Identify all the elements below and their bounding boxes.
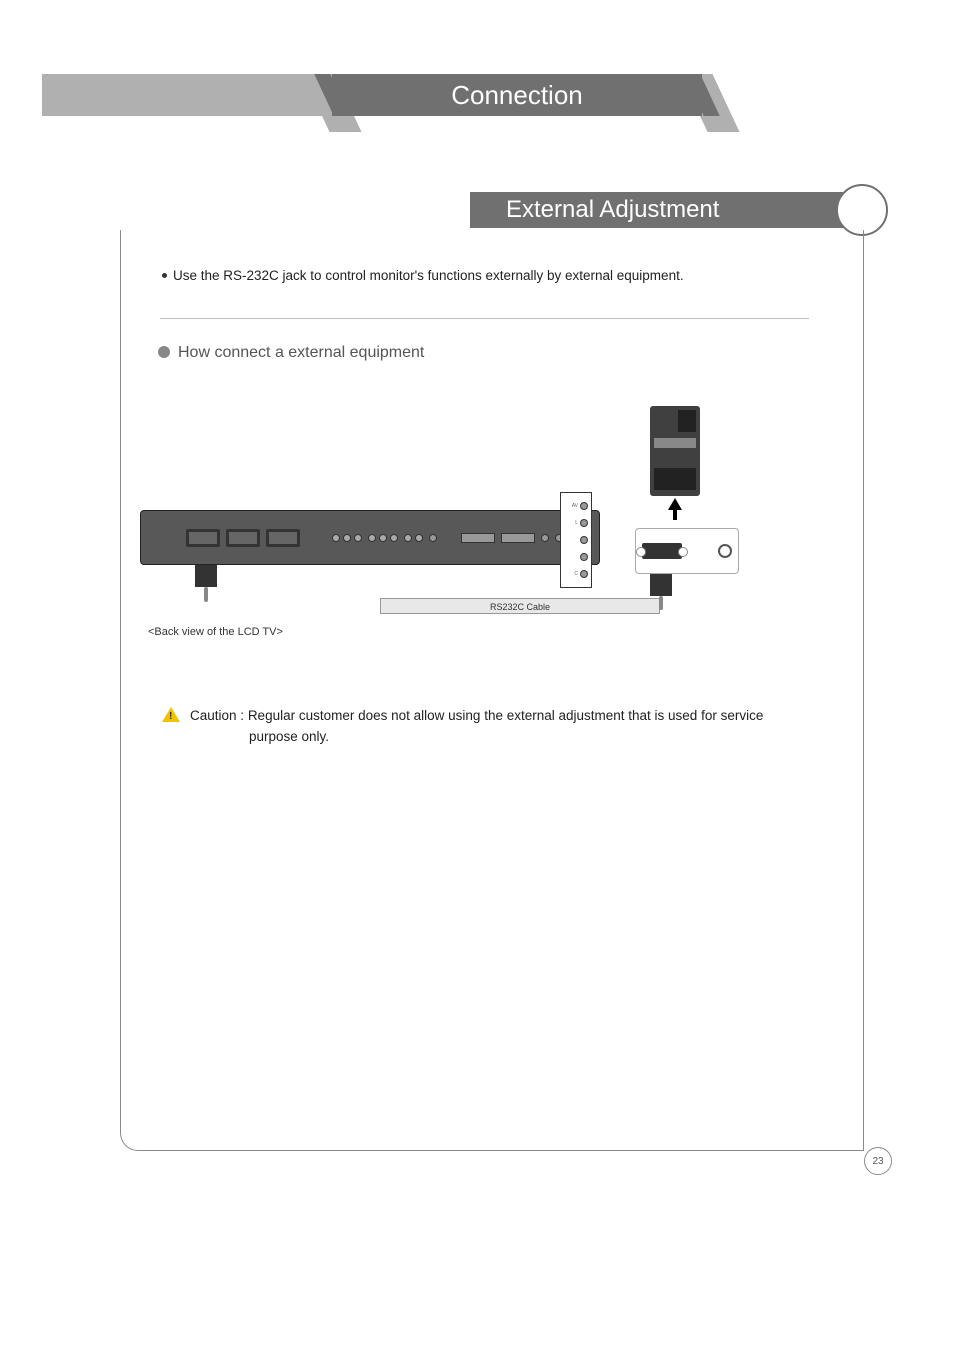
connection-diagram: AV L C <Back view of the LCD TV> RS232C … <box>140 400 814 650</box>
rca-jack <box>379 534 387 542</box>
round-port-icon <box>718 544 732 558</box>
tv-stand <box>195 565 217 587</box>
tv-back-label: <Back view of the LCD TV> <box>148 626 283 638</box>
intro-text: Use the RS-232C jack to control monitor'… <box>162 268 824 283</box>
rca-jack <box>404 534 412 542</box>
small-port <box>541 534 549 542</box>
serial-connector-icon <box>642 543 682 559</box>
content-frame <box>120 230 864 1151</box>
section-title: External Adjustment <box>470 192 846 228</box>
tv-ports-row <box>186 516 594 559</box>
side-jack <box>580 553 588 561</box>
subheading-text: How connect a external equipment <box>178 344 424 361</box>
caution-line1: Regular customer does not allow using th… <box>248 708 764 723</box>
rca-jack <box>368 534 376 542</box>
disc-icon <box>158 346 170 358</box>
rca-jack-group <box>404 534 423 542</box>
caution-block: Caution : Regular customer does not allo… <box>162 706 814 748</box>
rca-jack <box>415 534 423 542</box>
bullet-icon <box>162 273 167 278</box>
rca-jack <box>354 534 362 542</box>
side-jack <box>580 536 588 544</box>
side-jack <box>580 519 588 527</box>
caution-text: Caution : Regular customer does not allo… <box>190 706 763 748</box>
slot-port <box>501 533 535 543</box>
scart-port <box>226 529 260 547</box>
warning-icon <box>162 707 180 722</box>
rca-jack-group <box>368 534 398 542</box>
header-tab-wrap: Connection <box>332 74 702 132</box>
tv-back-panel <box>140 510 600 565</box>
section-header: External Adjustment <box>120 192 888 232</box>
subheading: How connect a external equipment <box>158 344 424 362</box>
header-title: Connection <box>332 74 702 116</box>
intro-text-value: Use the RS-232C jack to control monitor'… <box>173 268 684 283</box>
page-number: 23 <box>864 1147 892 1175</box>
arrow-stem <box>673 508 677 520</box>
header-bar-left <box>42 74 332 116</box>
small-port <box>429 534 437 542</box>
divider <box>160 318 809 319</box>
side-jack <box>580 570 588 578</box>
adapter-stand <box>650 574 672 596</box>
rca-jack-group <box>332 534 362 542</box>
rca-jack <box>332 534 340 542</box>
scart-port <box>186 529 220 547</box>
caution-label: Caution <box>190 708 237 723</box>
header-region: Connection <box>42 74 912 134</box>
rca-jack <box>343 534 351 542</box>
adapter-card <box>635 528 739 574</box>
scart-port <box>266 529 300 547</box>
slot-port <box>461 533 495 543</box>
section-badge-circle <box>836 184 888 236</box>
tv-side-panel: AV L C <box>560 492 592 588</box>
rca-jack <box>390 534 398 542</box>
caution-line2: purpose only. <box>190 727 763 748</box>
rs232c-cable-label: RS232C Cable <box>380 598 660 614</box>
pc-case <box>650 406 700 496</box>
pc-case-bottom <box>654 468 696 490</box>
side-jack <box>580 502 588 510</box>
